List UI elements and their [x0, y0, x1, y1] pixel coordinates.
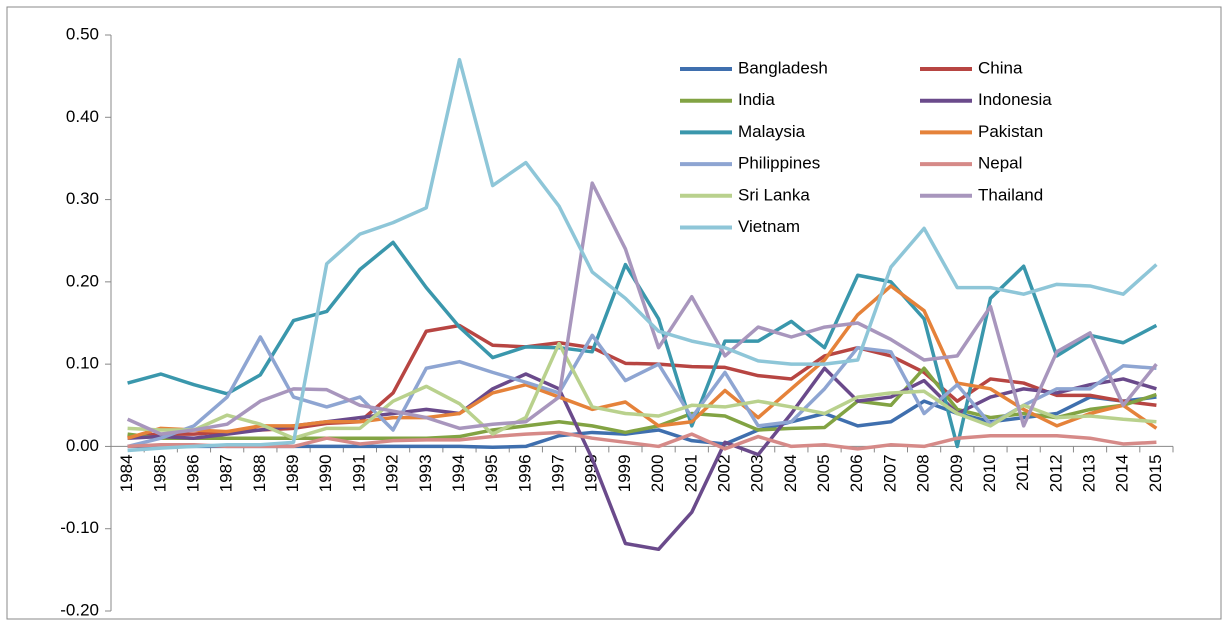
x-tick-label: 2001 — [681, 454, 700, 492]
x-tick-label: 2011 — [1013, 454, 1032, 491]
line-series — [127, 57, 1158, 453]
x-tick-label: 2002 — [714, 454, 733, 492]
x-tick-label: 2000 — [648, 454, 667, 492]
x-tick-label: 1991 — [349, 454, 368, 492]
x-tick-label: 2009 — [947, 454, 966, 492]
legend-label: Sri Lanka — [738, 185, 810, 204]
y-tick-label: 0.20 — [66, 271, 99, 290]
x-tick-label: 2003 — [748, 454, 767, 492]
x-tick-label: 2006 — [847, 454, 866, 492]
y-tick-label: -0.10 — [60, 518, 99, 537]
y-tick-label: 0.40 — [66, 107, 99, 126]
x-tick-label: 1987 — [217, 454, 236, 492]
line-series — [127, 341, 1157, 440]
y-tick-label: 0.10 — [66, 354, 99, 373]
y-tick-label: 0.00 — [66, 436, 99, 455]
legend-label: Philippines — [738, 154, 820, 173]
x-tick-label: 2005 — [814, 454, 833, 492]
x-tick-label: 1999 — [615, 454, 634, 492]
line-series — [127, 323, 1157, 439]
x-tick-label: 1986 — [183, 454, 202, 492]
x-tick-label: 2004 — [781, 454, 800, 492]
x-tick-label: 2008 — [914, 454, 933, 492]
legend-label: Pakistan — [978, 122, 1043, 141]
y-tick-label: 0.30 — [66, 189, 99, 208]
x-tick-label: 1997 — [549, 454, 568, 492]
legend-label: China — [978, 58, 1023, 77]
x-tick-label: 1985 — [150, 454, 169, 492]
legend-label: Thailand — [978, 185, 1043, 204]
x-tick-label: 2007 — [880, 454, 899, 492]
x-tick-label: 2015 — [1146, 454, 1165, 492]
x-tick-label: 2014 — [1113, 454, 1132, 492]
x-tick-label: 1994 — [449, 454, 468, 492]
line-series — [127, 430, 1157, 451]
x-tick-label: 2012 — [1046, 454, 1065, 492]
legend-label: Malaysia — [738, 122, 806, 141]
line-series — [126, 181, 1158, 436]
x-tick-label: 2013 — [1080, 454, 1099, 492]
x-tick-label: 1984 — [117, 454, 136, 492]
y-tick-label: -0.20 — [60, 600, 99, 619]
x-tick-label: 1992 — [383, 454, 402, 492]
legend-label: Bangladesh — [738, 58, 828, 77]
x-tick-label: 1988 — [250, 454, 269, 492]
legend-label: Vietnam — [738, 217, 800, 236]
x-tick-label: 2010 — [980, 454, 999, 492]
line-series — [127, 240, 1158, 449]
legend-label: India — [738, 90, 775, 109]
y-tick-label: 0.50 — [66, 24, 99, 43]
x-tick-label: 1993 — [416, 454, 435, 492]
line-series — [127, 333, 1157, 449]
x-tick-label: 1995 — [482, 454, 501, 492]
x-tick-label: 1990 — [316, 454, 335, 492]
x-tick-label: 1989 — [283, 454, 302, 492]
legend-label: Nepal — [978, 154, 1022, 173]
legend-label: Indonesia — [978, 90, 1052, 109]
x-tick-label: 1996 — [515, 454, 534, 492]
